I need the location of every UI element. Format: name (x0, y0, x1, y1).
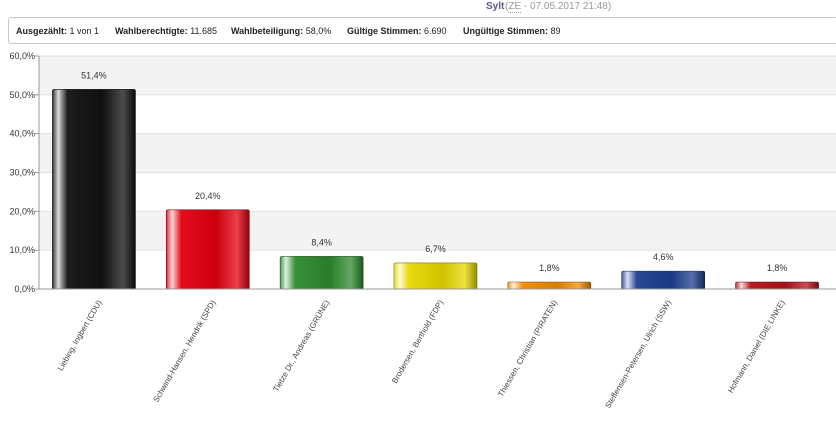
bar (52, 89, 136, 290)
region-meta: (ZE - 07.05.2017 21:48) (505, 0, 611, 14)
stat-label: Gültige Stimmen: (347, 26, 422, 36)
bar-value-label: 4,6% (653, 252, 674, 262)
y-tick-label: 20,0% (9, 206, 35, 216)
stat-label: Wahlbeteiligung: (231, 26, 304, 36)
bar-value-label: 6,7% (425, 244, 446, 254)
results-chart-svg: 0,0% 10,0% 20,0% 30,0% 40,0% 50,0% 60,0% 51,4% L… (9, 51, 836, 410)
stat-label: Ausgezählt: (16, 26, 68, 36)
bar-value-label: 20,4% (195, 191, 221, 201)
y-tick-label: 0,0% (14, 284, 35, 294)
region-link[interactable]: Sylt (486, 1, 505, 12)
x-category-label: Brodersen, Berthold (FDP) (390, 298, 445, 385)
y-tick-label: 40,0% (9, 129, 35, 139)
bar (393, 262, 478, 290)
y-tick-label: 30,0% (9, 168, 35, 178)
bar (507, 281, 592, 290)
stat-label: Ungültige Stimmen: (463, 26, 548, 36)
bar-value-label: 1,8% (539, 263, 560, 273)
bar (165, 209, 250, 290)
x-category-label: Schwind-Hansen, Hendrik (SPD) (151, 298, 217, 404)
stats-bar: Ausgezählt: 1 von 1 Wahlberechtigte: 11.… (8, 17, 836, 44)
meta-abbreviation: ZE (508, 1, 522, 13)
stat-eligible-voters: Wahlberechtigte: 11.685 (115, 18, 217, 45)
stat-value: 89 (550, 26, 561, 36)
stat-valid-votes: Gültige Stimmen: 6.690 (347, 18, 447, 45)
stat-turnout: Wahlbeteiligung: 58,0% (231, 18, 331, 45)
stat-value: 11.685 (190, 26, 218, 36)
bar-value-label: 8,4% (311, 237, 332, 247)
results-chart: 0,0% 10,0% 20,0% 30,0% 40,0% 50,0% 60,0% 51,4% L… (0, 46, 836, 441)
x-category-label: Thiessen, Christian (PIRATEN) (496, 298, 559, 398)
bar-value-label: 51,4% (81, 70, 107, 80)
stat-label: Wahlberechtigte: (115, 26, 188, 36)
y-tick-label: 60,0% (9, 51, 35, 61)
x-category-label: Steffensen-Petersen, Ulrich (SSW) (603, 298, 673, 410)
y-tick-label: 50,0% (9, 90, 35, 100)
grid-band (39, 56, 836, 95)
region-header: Sylt (ZE - 07.05.2017 21:48) (0, 0, 836, 14)
bar-value-label: 1,8% (767, 263, 788, 273)
stat-value: 58,0% (305, 26, 332, 36)
grid-band (39, 133, 836, 173)
stat-value: 1 von 1 (69, 26, 100, 36)
x-category-label: Hofmann, Daniel (DIE LINKE) (726, 298, 787, 394)
meta-timestamp: - 07.05.2017 21:48) (521, 1, 612, 12)
bar (279, 256, 364, 290)
stat-counted: Ausgezählt: 1 von 1 (16, 18, 99, 45)
x-category-label: Tietze Dr., Andreas (GRÜNE) (271, 298, 331, 393)
stat-invalid-votes: Ungültige Stimmen: 89 (463, 18, 561, 45)
bar (735, 281, 819, 290)
stat-value: 6.690 (424, 26, 447, 36)
meta-open: ( (505, 1, 509, 12)
x-category-label: Liebing, Ingbert (CDU) (56, 298, 104, 372)
y-tick-label: 10,0% (9, 245, 35, 255)
bar (621, 270, 706, 290)
